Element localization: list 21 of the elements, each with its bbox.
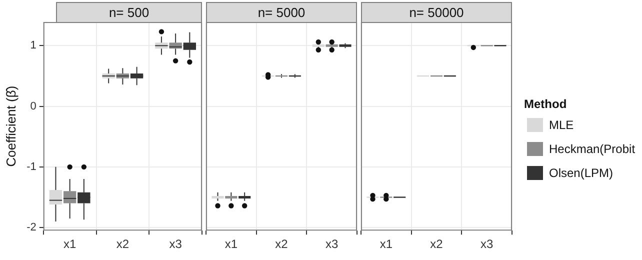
- y-tick-label: 0: [30, 100, 36, 112]
- x-tick-label: x2: [275, 237, 288, 252]
- x-tick-label: x3: [169, 237, 182, 252]
- y-axis-title: Coefficient (β̂): [3, 86, 18, 167]
- x-tick-label: x3: [325, 237, 338, 252]
- y-tick-label: -2: [26, 222, 36, 234]
- x-tick-label: x2: [116, 237, 130, 252]
- y-tick-label: 1: [30, 40, 36, 52]
- chart-title: n= 5000: [206, 2, 357, 22]
- x-tick-label: x1: [380, 237, 393, 252]
- chart-title: n= 50000: [361, 2, 512, 22]
- x-tick-label: x2: [430, 237, 444, 252]
- legend-title: Method: [524, 97, 568, 111]
- x-tick-label: x1: [224, 237, 238, 252]
- x-tick-label: x1: [63, 237, 76, 252]
- chart-title: n= 500: [56, 2, 202, 22]
- legend-label: Olsen(LPM): [549, 166, 614, 180]
- y-tick-label: -1: [26, 160, 36, 173]
- x-tick-label: x3: [480, 237, 494, 252]
- legend-label: MLE: [549, 118, 574, 132]
- legend-label: Heckman(Probit: [549, 142, 636, 156]
